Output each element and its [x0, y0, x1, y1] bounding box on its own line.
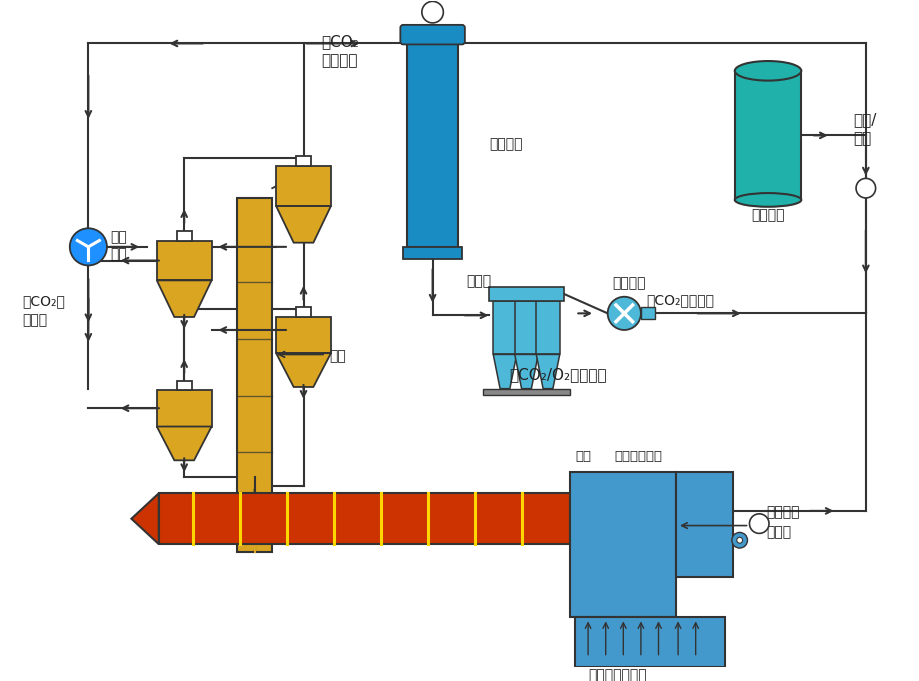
- Circle shape: [607, 297, 641, 330]
- Bar: [176, 231, 192, 240]
- Polygon shape: [276, 206, 331, 242]
- Text: 一次风: 一次风: [766, 525, 791, 539]
- Bar: [276, 317, 331, 353]
- Text: 余热锅炉: 余热锅炉: [489, 137, 523, 151]
- Text: 富CO₂循环烟气: 富CO₂循环烟气: [646, 294, 714, 308]
- Bar: [157, 390, 211, 426]
- Bar: [489, 287, 563, 300]
- Polygon shape: [537, 354, 560, 389]
- Text: M: M: [861, 183, 870, 192]
- Text: 富CO₂外: 富CO₂外: [22, 294, 64, 308]
- Bar: [571, 472, 676, 616]
- Text: 风机: 风机: [110, 248, 127, 262]
- Text: 全氧: 全氧: [853, 131, 871, 146]
- Ellipse shape: [735, 193, 801, 207]
- Bar: [494, 300, 516, 354]
- Bar: [641, 308, 654, 319]
- Bar: [159, 493, 571, 544]
- Circle shape: [732, 533, 747, 548]
- Text: 燃料: 燃料: [329, 349, 346, 363]
- Polygon shape: [494, 354, 516, 389]
- Bar: [676, 472, 732, 577]
- Bar: [575, 616, 725, 667]
- Circle shape: [70, 228, 107, 266]
- Text: 收尘器: 收尘器: [466, 274, 491, 288]
- Polygon shape: [276, 353, 331, 387]
- Text: 制氧装置: 制氧装置: [752, 208, 785, 223]
- Circle shape: [857, 178, 876, 198]
- Bar: [483, 389, 570, 394]
- Text: 富CO₂/O₂混合烟气: 富CO₂/O₂混合烟气: [509, 367, 607, 382]
- Bar: [237, 198, 272, 552]
- Bar: [537, 300, 560, 354]
- Bar: [407, 42, 458, 247]
- Bar: [276, 166, 331, 206]
- Text: M: M: [427, 6, 438, 16]
- Bar: [176, 381, 192, 390]
- Circle shape: [422, 1, 443, 23]
- Bar: [157, 240, 211, 281]
- Polygon shape: [515, 354, 539, 389]
- Text: 富氧/: 富氧/: [853, 112, 877, 127]
- Text: 循环风机: 循环风机: [613, 276, 646, 290]
- Text: 冷却风（空气）: 冷却风（空气）: [588, 668, 647, 681]
- Bar: [735, 71, 801, 200]
- Polygon shape: [157, 426, 211, 460]
- Text: 排烟气: 排烟气: [22, 313, 47, 327]
- Text: 来自点火油泵: 来自点火油泵: [615, 450, 663, 463]
- Polygon shape: [157, 281, 211, 317]
- FancyBboxPatch shape: [401, 25, 465, 44]
- Text: M: M: [754, 518, 764, 528]
- Ellipse shape: [735, 61, 801, 80]
- Text: 燃料: 燃料: [575, 450, 592, 463]
- Bar: [296, 157, 312, 166]
- Bar: [296, 307, 312, 317]
- Circle shape: [737, 537, 743, 543]
- Bar: [515, 300, 539, 354]
- Text: 一次风机: 一次风机: [766, 505, 800, 519]
- Polygon shape: [131, 493, 159, 544]
- Circle shape: [750, 514, 769, 533]
- Text: 富CO₂: 富CO₂: [321, 34, 359, 50]
- Text: 高温: 高温: [110, 230, 127, 244]
- Text: 循环烟气: 循环烟气: [321, 53, 357, 68]
- Bar: [403, 247, 462, 259]
